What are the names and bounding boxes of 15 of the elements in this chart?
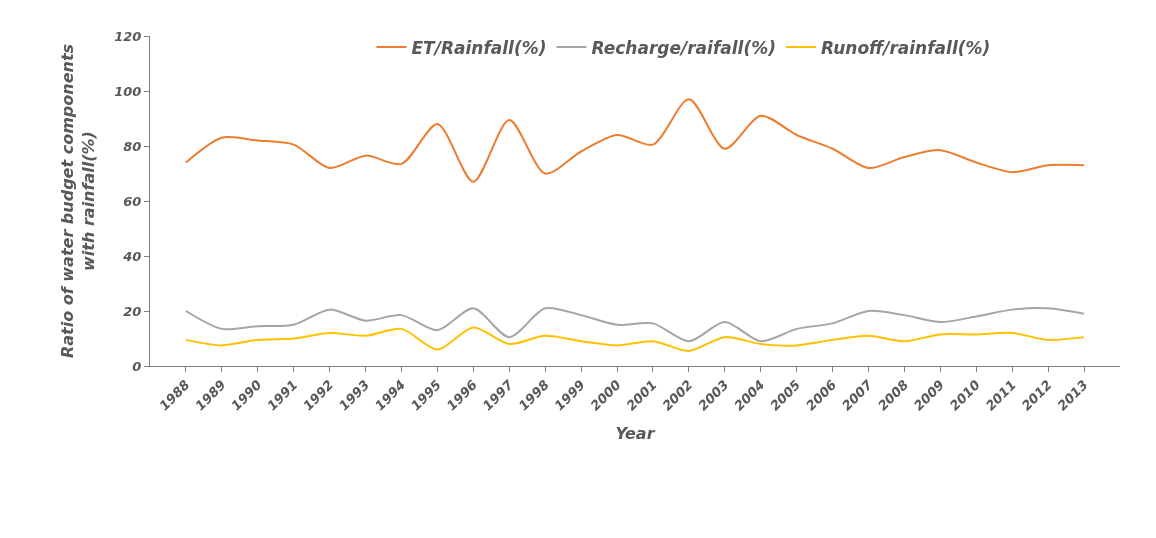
line-series bbox=[184, 326, 1086, 352]
y-axis-title: Ratio of water budget components with rainfall(%) bbox=[58, 43, 99, 359]
y-tick-label: 100 bbox=[114, 83, 142, 99]
x-axis-title: Year bbox=[615, 424, 656, 444]
y-tick-label: 20 bbox=[123, 303, 142, 319]
legend-label: Recharge/raifall(%) bbox=[591, 37, 777, 58]
legend-label: Runoff/rainfall(%) bbox=[821, 37, 991, 58]
y-tick-label: 80 bbox=[123, 138, 142, 154]
line-series bbox=[184, 98, 1086, 183]
y-tick-label: 60 bbox=[123, 193, 142, 209]
legend-label: ET/Rainfall(%) bbox=[411, 37, 547, 58]
y-tick-label: 40 bbox=[122, 248, 142, 264]
y-tick-label: 0 bbox=[132, 358, 142, 374]
line-series bbox=[184, 306, 1086, 343]
y-tick-label: 120 bbox=[114, 28, 142, 44]
